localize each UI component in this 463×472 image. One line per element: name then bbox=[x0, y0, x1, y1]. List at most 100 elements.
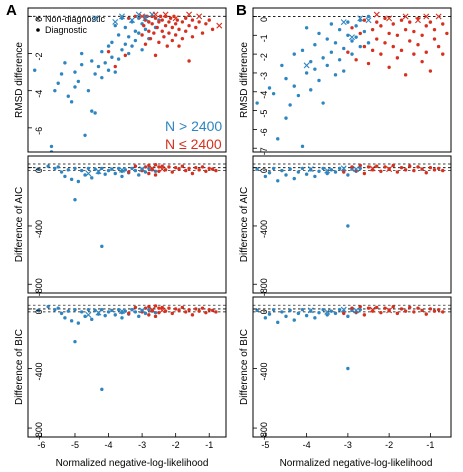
point-diagnostic-n-gt-2400 bbox=[346, 366, 350, 371]
panel-label-a: A bbox=[6, 2, 17, 19]
point-diagnostic-n-gt-2400 bbox=[49, 144, 54, 149]
point-diagnostic-n-le-2400 bbox=[158, 14, 163, 19]
point-diagnostic-n-gt-2400 bbox=[133, 310, 138, 314]
point-diagnostic-n-le-2400 bbox=[379, 24, 383, 28]
point-nondiagnostic-n-le-2400 bbox=[159, 166, 166, 173]
point-diagnostic-n-le-2400 bbox=[180, 36, 185, 41]
point-diagnostic-n-gt-2400 bbox=[321, 166, 325, 171]
point-diagnostic-n-le-2400 bbox=[143, 306, 148, 310]
points-group bbox=[33, 11, 223, 152]
point-diagnostic-n-gt-2400 bbox=[46, 164, 50, 168]
point-diagnostic-n-le-2400 bbox=[210, 27, 215, 32]
subplot-b-3: 0 -400 -800 Difference of BIC -5 -4 -3 -2 -1 bbox=[239, 296, 452, 450]
point-diagnostic-n-gt-2400 bbox=[137, 314, 141, 319]
point-diagnostic-n-gt-2400 bbox=[284, 314, 288, 319]
point-diagnostic-n-le-2400 bbox=[204, 169, 208, 174]
point-diagnostic-n-gt-2400 bbox=[271, 91, 276, 96]
point-diagnostic-n-le-2400 bbox=[424, 171, 428, 175]
point-diagnostic-n-gt-2400 bbox=[255, 167, 259, 171]
point-diagnostic-n-le-2400 bbox=[362, 44, 367, 49]
point-diagnostic-n-gt-2400 bbox=[123, 168, 128, 172]
point-diagnostic-n-gt-2400 bbox=[147, 166, 151, 171]
point-diagnostic-n-le-2400 bbox=[408, 39, 412, 43]
x-tick-label: -3 bbox=[138, 440, 146, 450]
x-axis-label-a: Normalized negative-log-likelihood bbox=[56, 458, 209, 469]
point-nondiagnostic-n-gt-2400 bbox=[139, 307, 146, 314]
point-diagnostic-n-gt-2400 bbox=[350, 52, 354, 56]
x-tick-label: -1 bbox=[426, 440, 434, 450]
point-diagnostic-n-gt-2400 bbox=[59, 170, 64, 174]
point-diagnostic-n-gt-2400 bbox=[325, 63, 329, 68]
point-nondiagnostic-n-gt-2400 bbox=[85, 311, 92, 318]
point-diagnostic-n-le-2400 bbox=[152, 31, 156, 35]
point-nondiagnostic-n-gt-2400 bbox=[324, 167, 331, 174]
point-diagnostic-n-le-2400 bbox=[153, 304, 158, 308]
plot-frame bbox=[252, 155, 452, 294]
point-diagnostic-n-le-2400 bbox=[184, 168, 188, 173]
point-diagnostic-n-gt-2400 bbox=[120, 174, 124, 179]
point-diagnostic-n-le-2400 bbox=[399, 307, 404, 311]
point-diagnostic-n-gt-2400 bbox=[280, 310, 284, 314]
point-diagnostic-n-le-2400 bbox=[113, 64, 117, 69]
point-diagnostic-n-le-2400 bbox=[184, 29, 188, 33]
point-diagnostic-n-le-2400 bbox=[366, 165, 371, 169]
point-diagnostic-n-le-2400 bbox=[428, 165, 433, 170]
point-diagnostic-n-le-2400 bbox=[190, 18, 195, 22]
point-nondiagnostic-n-le-2400 bbox=[149, 306, 156, 313]
point-diagnostic-n-le-2400 bbox=[207, 18, 211, 22]
point-diagnostic-n-gt-2400 bbox=[292, 52, 296, 56]
point-diagnostic-n-le-2400 bbox=[157, 40, 161, 45]
point-diagnostic-n-gt-2400 bbox=[90, 109, 94, 113]
point-diagnostic-n-gt-2400 bbox=[317, 31, 321, 36]
point-nondiagnostic-n-gt-2400 bbox=[340, 165, 347, 172]
point-diagnostic-n-gt-2400 bbox=[296, 170, 301, 174]
point-diagnostic-n-le-2400 bbox=[366, 306, 371, 310]
point-diagnostic-n-le-2400 bbox=[342, 311, 346, 316]
point-diagnostic-n-gt-2400 bbox=[56, 165, 60, 169]
point-diagnostic-n-le-2400 bbox=[432, 168, 437, 172]
point-diagnostic-n-gt-2400 bbox=[86, 88, 91, 93]
point-diagnostic-n-gt-2400 bbox=[90, 59, 94, 63]
point-diagnostic-n-le-2400 bbox=[379, 310, 383, 315]
point-nondiagnostic-n-gt-2400 bbox=[95, 168, 102, 175]
point-diagnostic-n-gt-2400 bbox=[333, 311, 338, 316]
point-diagnostic-n-le-2400 bbox=[165, 44, 169, 48]
point-diagnostic-n-le-2400 bbox=[395, 33, 400, 37]
point-diagnostic-n-le-2400 bbox=[163, 309, 168, 313]
point-diagnostic-n-gt-2400 bbox=[292, 318, 296, 322]
point-nondiagnostic-n-le-2400 bbox=[196, 13, 203, 20]
point-diagnostic-n-gt-2400 bbox=[329, 22, 334, 26]
point-nondiagnostic-n-gt-2400 bbox=[92, 15, 99, 22]
point-diagnostic-n-le-2400 bbox=[160, 305, 164, 310]
point-diagnostic-n-le-2400 bbox=[379, 52, 383, 56]
y-tick-label: -7 bbox=[259, 147, 269, 155]
point-diagnostic-n-le-2400 bbox=[157, 165, 161, 169]
point-diagnostic-n-le-2400 bbox=[150, 22, 154, 26]
point-diagnostic-n-le-2400 bbox=[153, 163, 158, 167]
point-diagnostic-n-gt-2400 bbox=[53, 166, 57, 171]
point-diagnostic-n-le-2400 bbox=[395, 311, 400, 316]
points-group bbox=[36, 304, 218, 392]
point-diagnostic-n-le-2400 bbox=[194, 307, 198, 311]
point-diagnostic-n-le-2400 bbox=[207, 166, 211, 171]
point-diagnostic-n-le-2400 bbox=[147, 313, 151, 317]
point-diagnostic-n-le-2400 bbox=[358, 163, 362, 168]
point-diagnostic-n-gt-2400 bbox=[346, 173, 350, 177]
point-nondiagnostic-n-le-2400 bbox=[369, 165, 376, 172]
point-diagnostic-n-le-2400 bbox=[200, 306, 205, 310]
point-diagnostic-n-le-2400 bbox=[366, 61, 371, 66]
point-diagnostic-n-le-2400 bbox=[362, 313, 367, 317]
point-diagnostic-n-gt-2400 bbox=[103, 172, 107, 176]
point-diagnostic-n-gt-2400 bbox=[263, 174, 268, 179]
point-diagnostic-n-gt-2400 bbox=[123, 42, 128, 46]
point-diagnostic-n-le-2400 bbox=[399, 48, 404, 53]
x-axis-label-b: Normalized negative-log-likelihood bbox=[280, 458, 433, 469]
point-diagnostic-n-gt-2400 bbox=[337, 58, 342, 62]
point-diagnostic-n-le-2400 bbox=[147, 20, 151, 24]
y-tick-label: -6 bbox=[259, 128, 269, 136]
point-diagnostic-n-le-2400 bbox=[403, 27, 408, 32]
point-diagnostic-n-le-2400 bbox=[207, 307, 211, 312]
point-diagnostic-n-le-2400 bbox=[441, 310, 445, 314]
point-nondiagnostic-n-le-2400 bbox=[139, 13, 146, 20]
